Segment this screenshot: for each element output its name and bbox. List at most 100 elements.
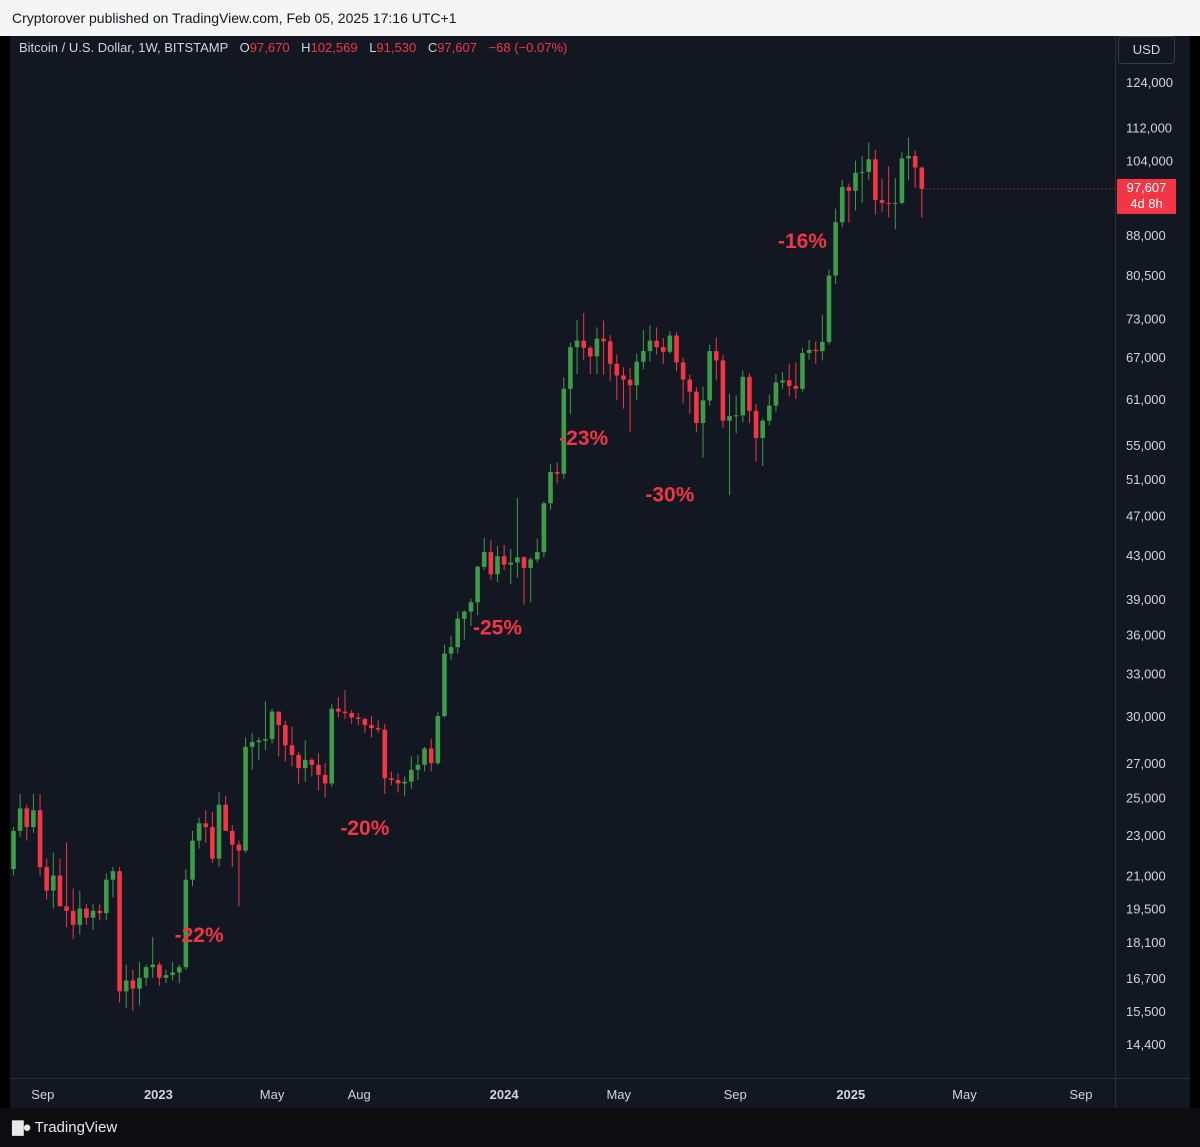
candle	[674, 332, 679, 372]
candle	[462, 610, 467, 640]
candle-body	[641, 351, 646, 362]
candle-body	[269, 711, 275, 739]
candle-body	[77, 908, 83, 925]
candle	[660, 338, 666, 364]
candle	[428, 738, 434, 772]
candle-body	[468, 602, 474, 612]
candle-body	[607, 341, 613, 364]
candle-body	[190, 840, 195, 880]
candle-body	[813, 349, 819, 352]
candle	[528, 557, 533, 603]
y-tick-label: 55,000	[1126, 438, 1166, 453]
candle-body	[534, 552, 540, 560]
candle	[90, 903, 96, 930]
candle	[64, 842, 69, 928]
candle	[183, 869, 189, 970]
candle-body	[448, 647, 454, 654]
candle-body	[57, 875, 63, 907]
candle	[800, 347, 805, 392]
candle	[521, 556, 527, 605]
candle-body	[654, 340, 659, 348]
y-tick-label: 104,000	[1126, 154, 1173, 169]
candle-body	[176, 967, 182, 973]
candle-body	[853, 172, 858, 191]
candle	[409, 756, 414, 789]
candle	[588, 345, 593, 375]
candle-body	[24, 808, 30, 828]
candle-body	[508, 562, 514, 565]
candle	[694, 387, 699, 433]
y-tick-label: 15,500	[1126, 1004, 1166, 1019]
candle-body	[236, 844, 242, 851]
candle	[157, 962, 162, 986]
candle	[879, 179, 885, 212]
last-price-value: 97,607	[1126, 180, 1167, 195]
candle-body	[800, 353, 805, 389]
candle-body	[130, 980, 136, 989]
candle	[263, 701, 268, 751]
candle-body	[31, 810, 36, 828]
candle	[322, 763, 328, 798]
candle-body	[336, 708, 341, 712]
candle-body	[210, 827, 215, 859]
candle	[853, 160, 858, 211]
candle	[11, 827, 16, 876]
y-tick-label: 43,000	[1126, 548, 1166, 563]
candle	[813, 341, 819, 364]
candle-body	[866, 159, 872, 172]
candle	[104, 873, 109, 921]
candle-body	[276, 711, 281, 726]
high-label: H	[301, 40, 311, 55]
candle-body	[554, 472, 560, 474]
candle	[634, 353, 640, 401]
candle	[707, 344, 712, 406]
currency-button[interactable]: USD	[1118, 36, 1175, 64]
candle-body	[435, 716, 441, 764]
y-tick-label: 39,000	[1126, 592, 1166, 607]
candle-body	[223, 804, 228, 831]
candle	[355, 713, 361, 726]
candle	[601, 320, 606, 375]
candle-body	[117, 871, 122, 992]
candle	[176, 964, 182, 984]
candle	[375, 720, 381, 733]
candle	[137, 962, 142, 1006]
candle	[110, 866, 116, 898]
candle-body	[362, 719, 368, 726]
chart-panel[interactable]: -22% -20% -25% -23% -30% -16% 124,000 112,000 1…	[10, 36, 1190, 1108]
high-value: 102,569	[310, 40, 358, 55]
y-tick-label: 80,500	[1126, 268, 1166, 283]
candle-body	[561, 388, 567, 474]
candle	[515, 497, 520, 578]
candle	[77, 890, 83, 935]
candle	[203, 810, 209, 843]
candle	[31, 793, 36, 833]
candle	[833, 208, 838, 285]
tradingview-brand[interactable]: ▇● TradingView	[12, 1118, 117, 1136]
candle	[508, 549, 514, 585]
candle	[820, 315, 825, 361]
x-tick-label: May	[260, 1087, 285, 1102]
candle-body	[183, 879, 189, 968]
y-tick-label: 30,000	[1126, 709, 1166, 724]
candlestick-chart[interactable]: -22% -20% -25% -23% -30% -16% 124,000 112,000 1…	[10, 36, 1190, 1108]
candle	[236, 840, 242, 907]
candle-body	[229, 830, 235, 845]
candle-body	[283, 725, 288, 746]
candle-body	[515, 557, 520, 563]
candle-body	[442, 653, 447, 717]
candle-body	[296, 754, 301, 769]
candle	[501, 544, 507, 570]
candle-body	[588, 347, 593, 357]
y-tick-label: 21,000	[1126, 868, 1166, 883]
candle-body	[892, 202, 898, 204]
x-tick-label: Aug	[348, 1087, 371, 1102]
candle-body	[694, 391, 699, 424]
brand-label: TradingView	[34, 1119, 118, 1136]
candle	[256, 737, 262, 760]
y-tick-label: 16,700	[1126, 971, 1166, 986]
candle	[57, 858, 63, 907]
candle	[495, 545, 500, 582]
y-tick-label: 112,000	[1126, 120, 1172, 135]
candle	[249, 732, 255, 770]
